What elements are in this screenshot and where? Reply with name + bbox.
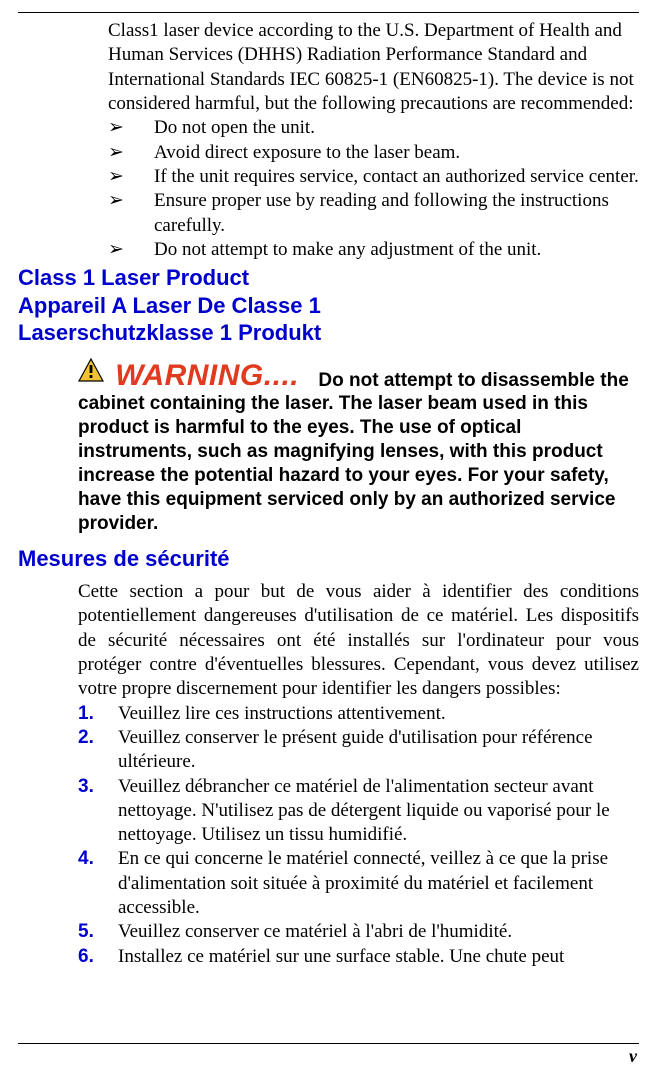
numbered-text: Veuillez conserver ce matériel à l'abri …	[118, 920, 639, 944]
warning-triangle-icon	[78, 358, 104, 389]
warning-label: WARNING....	[115, 357, 299, 395]
bullet-marker: ➢	[108, 238, 154, 262]
bullet-text: Do not attempt to make any adjustment of…	[154, 238, 639, 262]
class-heading-en: Class 1 Laser Product	[18, 264, 639, 292]
class-heading-de: Laserschutzklasse 1 Produkt	[18, 319, 639, 347]
bullet-item: ➢ Avoid direct exposure to the laser bea…	[108, 141, 639, 165]
bullet-marker: ➢	[108, 141, 154, 165]
bullet-text: Ensure proper use by reading and followi…	[154, 189, 639, 238]
numbered-item: 1. Veuillez lire ces instructions attent…	[78, 702, 639, 726]
numbered-marker: 6.	[78, 945, 118, 969]
numbered-marker: 2.	[78, 726, 118, 775]
bullet-item: ➢ If the unit requires service, contact …	[108, 165, 639, 189]
numbered-list: 1. Veuillez lire ces instructions attent…	[78, 702, 639, 969]
numbered-item: 5. Veuillez conserver ce matériel à l'ab…	[78, 920, 639, 944]
numbered-item: 4. En ce qui concerne le matériel connec…	[78, 847, 639, 920]
class-heading-fr: Appareil A Laser De Classe 1	[18, 292, 639, 320]
numbered-text: Veuillez débrancher ce matériel de l'ali…	[118, 775, 639, 848]
bullet-text: Do not open the unit.	[154, 116, 639, 140]
numbered-item: 3. Veuillez débrancher ce matériel de l'…	[78, 775, 639, 848]
bullet-list: ➢ Do not open the unit. ➢ Avoid direct e…	[108, 116, 639, 262]
page-number: v	[18, 1046, 639, 1067]
intro-paragraph: Class1 laser device according to the U.S…	[108, 19, 639, 116]
numbered-text: Veuillez conserver le présent guide d'ut…	[118, 726, 639, 775]
bullet-marker: ➢	[108, 116, 154, 140]
bullet-item: ➢ Ensure proper use by reading and follo…	[108, 189, 639, 238]
footer-rule	[18, 1043, 639, 1044]
top-rule	[18, 12, 639, 13]
numbered-item: 2. Veuillez conserver le présent guide d…	[78, 726, 639, 775]
numbered-marker: 1.	[78, 702, 118, 726]
bullet-item: ➢ Do not open the unit.	[108, 116, 639, 140]
numbered-marker: 4.	[78, 847, 118, 920]
warning-block: WARNING.... Do not attempt to disassembl…	[78, 357, 639, 536]
mesures-heading: Mesures de sécurité	[18, 546, 639, 572]
class-headings: Class 1 Laser Product Appareil A Laser D…	[18, 264, 639, 347]
warning-text: Do not attempt to disassemble the cabine…	[78, 369, 629, 534]
numbered-text: Veuillez lire ces instructions attentive…	[118, 702, 639, 726]
numbered-marker: 5.	[78, 920, 118, 944]
bullet-text: Avoid direct exposure to the laser beam.	[154, 141, 639, 165]
warning-label-wrap: WARNING....	[78, 357, 299, 395]
bullet-marker: ➢	[108, 189, 154, 238]
numbered-marker: 3.	[78, 775, 118, 848]
footer: v	[18, 1043, 639, 1075]
page: Class1 laser device according to the U.S…	[0, 0, 657, 1075]
fr-intro-paragraph: Cette section a pour but de vous aider à…	[78, 580, 639, 702]
bullet-item: ➢ Do not attempt to make any adjustment …	[108, 238, 639, 262]
bullet-marker: ➢	[108, 165, 154, 189]
numbered-item: 6. Installez ce matériel sur une surface…	[78, 945, 639, 969]
numbered-text: En ce qui concerne le matériel connecté,…	[118, 847, 639, 920]
numbered-text: Installez ce matériel sur une surface st…	[118, 945, 639, 969]
bullet-text: If the unit requires service, contact an…	[154, 165, 639, 189]
